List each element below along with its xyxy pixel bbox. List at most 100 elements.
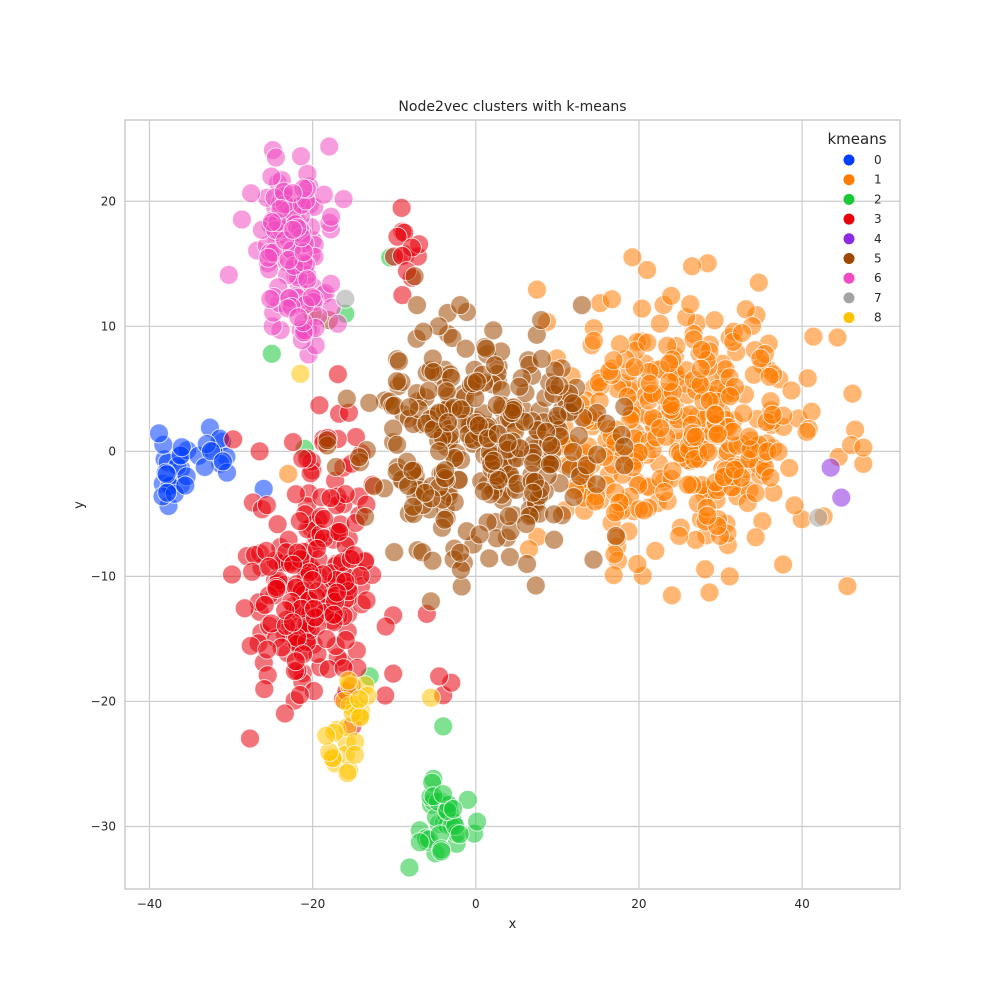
scatter-point bbox=[605, 526, 626, 546]
grid-lines bbox=[125, 120, 900, 889]
scatter-point bbox=[488, 470, 509, 490]
legend-label: 1 bbox=[874, 173, 882, 187]
scatter-point bbox=[399, 857, 420, 878]
y-tick-label: 20 bbox=[101, 194, 116, 208]
scatter-point bbox=[466, 371, 487, 392]
scatter-point bbox=[531, 348, 552, 369]
scatter-point bbox=[335, 630, 356, 650]
scatter-point bbox=[803, 326, 824, 347]
scatter-point bbox=[450, 399, 471, 420]
scatter-point bbox=[603, 350, 624, 371]
scatter-point bbox=[289, 685, 310, 705]
scatter-point bbox=[349, 447, 370, 468]
scatter-point bbox=[433, 716, 454, 737]
scatter-point bbox=[383, 663, 404, 684]
scatter-point bbox=[677, 474, 698, 495]
scatter-point bbox=[837, 576, 858, 597]
scatter-point bbox=[261, 212, 282, 233]
scatter-point bbox=[258, 247, 279, 268]
scatter-point bbox=[739, 426, 760, 447]
scatter-point bbox=[316, 725, 337, 746]
scatter-point bbox=[583, 330, 604, 351]
scatter-point bbox=[285, 484, 306, 505]
legend-title: kmeans bbox=[827, 130, 886, 148]
scatter-point bbox=[604, 544, 625, 565]
scatter-point bbox=[212, 451, 233, 472]
scatter-point bbox=[450, 559, 471, 580]
scatter-point bbox=[443, 799, 464, 819]
legend-label: 2 bbox=[874, 192, 882, 206]
scatter-point bbox=[735, 299, 756, 320]
legend-marker bbox=[843, 233, 855, 245]
scatter-point bbox=[301, 287, 322, 308]
scatter-point bbox=[423, 362, 444, 382]
scatter-point bbox=[614, 436, 635, 457]
scatter-point bbox=[469, 524, 490, 545]
scatter-point bbox=[680, 294, 701, 315]
y-tick-label: −30 bbox=[91, 819, 116, 833]
scatter-point bbox=[450, 295, 471, 316]
scatter-point bbox=[375, 685, 396, 706]
scatter-point bbox=[349, 689, 370, 710]
scatter-point bbox=[265, 147, 286, 168]
scatter-point bbox=[605, 502, 625, 523]
scatter-point bbox=[234, 598, 255, 619]
scatter-point bbox=[669, 525, 690, 546]
scatter-point bbox=[796, 421, 817, 442]
scatter-point bbox=[797, 368, 818, 389]
scatter-point bbox=[327, 313, 348, 334]
scatter-point bbox=[231, 209, 252, 230]
scatter-point bbox=[429, 666, 450, 687]
scatter-point bbox=[242, 561, 263, 582]
scatter-point bbox=[240, 635, 261, 656]
scatter-point bbox=[304, 598, 325, 619]
legend-marker bbox=[843, 154, 855, 166]
legend-marker bbox=[843, 272, 855, 284]
scatter-point bbox=[479, 548, 500, 569]
scatter-point bbox=[563, 441, 583, 462]
scatter-point bbox=[639, 373, 660, 394]
scatter-point bbox=[659, 353, 680, 374]
x-tick-label: 20 bbox=[631, 897, 646, 911]
scatter-point bbox=[316, 629, 337, 650]
scatter-point bbox=[433, 784, 454, 805]
scatter-point bbox=[527, 279, 547, 300]
scatter-point bbox=[241, 183, 262, 204]
scatter-point bbox=[291, 146, 311, 167]
scatter-point bbox=[760, 467, 781, 488]
scatter-point bbox=[645, 540, 666, 561]
scatter-point bbox=[267, 514, 288, 535]
scatter-point bbox=[392, 285, 413, 306]
scatter-point bbox=[596, 413, 617, 434]
scatter-point bbox=[571, 295, 592, 316]
scatter-point bbox=[418, 380, 439, 401]
scatter-point bbox=[622, 247, 643, 268]
scatter-point bbox=[313, 184, 334, 205]
scatter-point bbox=[831, 487, 852, 508]
scatter-point bbox=[661, 585, 682, 606]
legend-marker bbox=[843, 292, 855, 304]
scatter-point bbox=[327, 582, 347, 603]
scatter-point bbox=[662, 461, 683, 481]
chart-title: Node2vec clusters with k-means bbox=[398, 99, 626, 115]
scatter-point bbox=[697, 505, 718, 526]
scatter-point bbox=[450, 542, 471, 563]
scatter-point bbox=[745, 527, 766, 548]
scatter-point bbox=[585, 491, 606, 512]
scatter-point bbox=[363, 476, 384, 497]
scatter-point bbox=[329, 522, 350, 542]
scatter-point bbox=[261, 343, 282, 364]
scatter-point bbox=[509, 376, 530, 397]
scatter-point bbox=[586, 474, 607, 495]
scatter-point bbox=[808, 507, 829, 528]
scatter-point bbox=[314, 508, 335, 529]
scatter-point bbox=[290, 363, 311, 384]
scatter-point bbox=[249, 441, 270, 462]
scatter-point bbox=[544, 529, 565, 550]
scatter-point bbox=[384, 542, 405, 563]
scatter-point bbox=[659, 371, 680, 392]
scatter-point bbox=[516, 514, 537, 534]
scatter-point bbox=[484, 355, 505, 376]
x-tick-labels: −40 −20 0 20 40 bbox=[137, 897, 810, 911]
